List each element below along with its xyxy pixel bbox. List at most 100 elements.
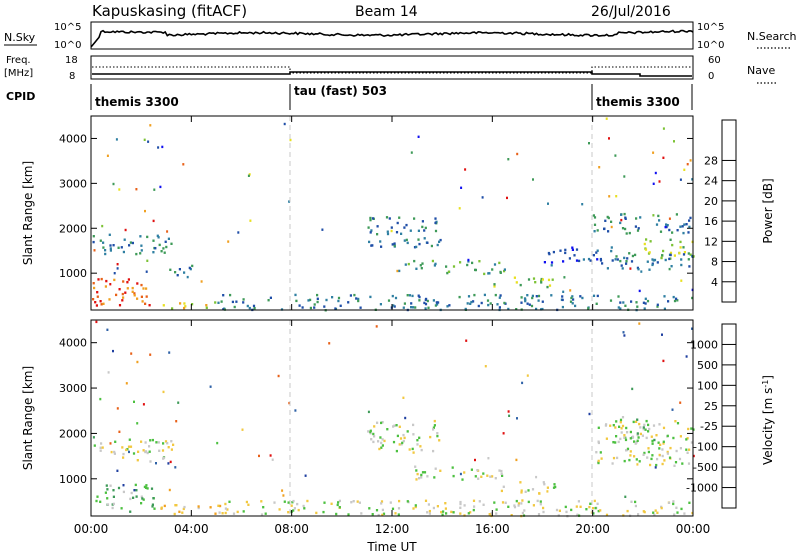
data-cell: [661, 462, 664, 466]
data-cell: [339, 304, 342, 307]
data-cell: [94, 301, 97, 304]
data-cell: [424, 499, 428, 502]
data-cell: [424, 226, 427, 230]
data-cell: [357, 299, 360, 303]
data-cell: [651, 454, 654, 457]
data-cell: [175, 504, 178, 507]
data-cell: [689, 216, 692, 220]
data-cell: [179, 302, 182, 305]
data-cell: [417, 238, 420, 241]
data-cell: [161, 145, 164, 149]
data-cell: [678, 251, 681, 255]
data-cell: [139, 235, 142, 238]
data-cell: [673, 513, 676, 516]
data-cell: [118, 288, 121, 291]
data-cell: [592, 294, 596, 297]
data-cell: [237, 231, 240, 234]
data-cell: [487, 272, 490, 275]
data-cell: [112, 182, 115, 186]
y-tick-label: 2000: [59, 222, 87, 235]
data-cell: [101, 224, 104, 228]
data-cell: [608, 195, 611, 198]
data-cell: [516, 152, 519, 156]
data-cell: [679, 401, 682, 404]
data-cell: [122, 296, 125, 299]
data-cell: [302, 504, 305, 508]
data-cell: [99, 300, 102, 303]
data-cell: [472, 499, 476, 502]
data-cell: [650, 457, 653, 461]
data-cell: [142, 498, 145, 501]
power-frame: [90, 115, 694, 311]
data-cell: [109, 484, 112, 487]
data-cell: [680, 263, 683, 267]
data-cell: [574, 304, 577, 308]
colorbar-tick-label: 28: [704, 154, 718, 167]
data-cell: [418, 477, 421, 480]
data-cell: [532, 504, 535, 507]
data-cell: [542, 481, 545, 484]
data-cell: [687, 258, 690, 261]
data-cell: [645, 238, 648, 241]
data-cell: [438, 240, 441, 243]
data-cell: [137, 450, 140, 453]
data-cell: [596, 502, 599, 505]
data-cell: [337, 501, 340, 504]
data-cell: [162, 247, 165, 250]
data-cell: [111, 506, 114, 510]
data-cell: [630, 300, 633, 303]
data-cell: [216, 441, 219, 445]
data-cell: [568, 257, 571, 260]
data-cell: [433, 424, 436, 427]
data-cell: [649, 240, 652, 243]
data-cell: [624, 217, 627, 220]
data-cell: [136, 459, 139, 462]
data-cell: [375, 325, 378, 328]
data-cell: [173, 512, 176, 516]
data-cell: [531, 296, 534, 300]
data-cell: [152, 239, 155, 242]
data-cell: [108, 233, 111, 236]
data-cell: [546, 490, 549, 493]
data-cell: [673, 464, 676, 467]
data-cell: [316, 297, 319, 300]
data-cell: [655, 463, 658, 467]
colorbar-tick-label: 25: [704, 400, 718, 413]
data-cell: [133, 400, 135, 403]
data-cell: [530, 304, 534, 308]
data-cell: [222, 294, 225, 297]
data-cell: [452, 474, 455, 478]
data-cell: [486, 474, 489, 477]
data-cell: [666, 434, 669, 438]
data-cell: [472, 508, 475, 512]
data-cell: [178, 268, 181, 271]
data-cell: [635, 441, 638, 444]
data-cell: [519, 481, 522, 484]
data-cell: [128, 450, 130, 454]
data-cell: [106, 328, 109, 331]
data-cell: [396, 269, 399, 273]
data-cell: [687, 462, 691, 465]
data-cell: [174, 466, 177, 469]
data-cell: [591, 507, 595, 510]
data-cell: [541, 307, 544, 311]
data-cell: [673, 299, 677, 303]
data-cell: [140, 283, 143, 287]
data-cell: [673, 140, 675, 143]
data-cell: [636, 433, 639, 437]
data-cell: [405, 223, 408, 227]
data-cell: [294, 293, 297, 297]
data-cell: [685, 355, 688, 358]
data-cell: [413, 217, 416, 220]
data-cell: [652, 259, 655, 262]
data-cell: [642, 510, 645, 513]
data-cell: [547, 278, 551, 282]
data-cell: [646, 456, 649, 459]
data-cell: [338, 506, 341, 509]
data-cell: [415, 267, 418, 270]
data-cell: [644, 302, 647, 305]
data-cell: [122, 456, 125, 459]
data-cell: [367, 430, 370, 433]
data-cell: [431, 259, 434, 263]
data-cell: [146, 259, 149, 262]
